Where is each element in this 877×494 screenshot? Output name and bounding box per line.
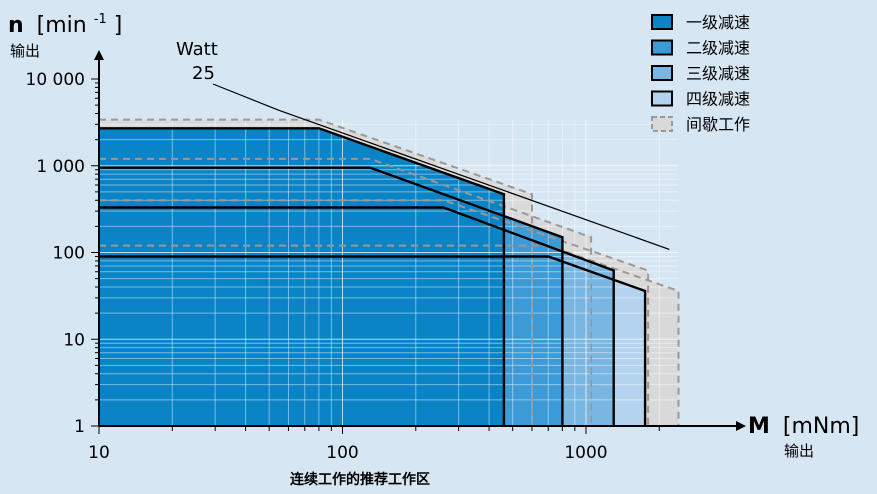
legend-label-1: 一级减速 <box>686 13 750 32</box>
legend-swatch-3 <box>651 65 673 81</box>
x-axis-title: M [mNm] <box>748 414 859 439</box>
series-areas <box>99 128 646 427</box>
intermittent-outlines <box>99 118 680 426</box>
legend-swatch-1 <box>651 14 673 30</box>
power-line-group <box>212 83 670 250</box>
x-axis-label: 连续工作的推荐工作区 <box>290 471 430 488</box>
x-axis-sub: 输出 <box>784 442 814 460</box>
intermittent-outline-1 <box>99 118 533 426</box>
axes <box>94 50 746 431</box>
series-outline-2 <box>99 166 564 426</box>
x-axis-unit: [mNm] <box>783 414 859 439</box>
y-tick-label: 100 <box>53 244 85 264</box>
x-tick-label: 100 <box>326 443 358 463</box>
power-line-label-bottom: 25 <box>192 63 215 84</box>
y-axis-unit-close: ] <box>114 13 123 38</box>
legend-label-3: 三级减速 <box>686 64 750 83</box>
legend-label-4: 四级减速 <box>686 90 750 109</box>
power-line-label-top: Watt <box>176 39 218 60</box>
series-outline-1 <box>99 127 506 426</box>
legend-label-5: 间歇工作 <box>686 115 750 134</box>
y-tick-label: 1 <box>74 417 85 437</box>
y-axis-title: n [min -1 ] <box>8 4 122 38</box>
legend-swatch-4 <box>651 90 673 107</box>
intermittent-outline-4 <box>99 244 680 426</box>
intermittent-outline-3 <box>99 199 650 426</box>
series-area-1 <box>99 128 504 427</box>
y-tick-label: 1 000 <box>36 157 85 177</box>
power-line-leader <box>212 83 280 111</box>
y-axis-unit-base: [min <box>37 13 87 38</box>
y-axis-unit-sup: -1 <box>94 12 107 27</box>
y-tick-label: 10 000 <box>26 70 85 90</box>
series-outlines <box>99 127 647 426</box>
series-outline-3 <box>99 206 615 426</box>
power-line <box>279 109 670 250</box>
x-tick-label: 1000 <box>564 443 607 463</box>
intermittent-outline-2 <box>99 157 593 426</box>
x-axis-symbol: M <box>748 414 770 439</box>
y-tick-label: 10 <box>63 330 85 350</box>
series-outline-4 <box>99 255 647 426</box>
legend-label-2: 二级减速 <box>686 39 750 58</box>
legend-swatch-2 <box>651 39 673 56</box>
y-axis-symbol: n <box>8 13 24 38</box>
legend-swatch-5 <box>651 116 673 132</box>
y-axis-sub: 输出 <box>10 42 40 60</box>
x-tick-label: 10 <box>88 443 110 463</box>
